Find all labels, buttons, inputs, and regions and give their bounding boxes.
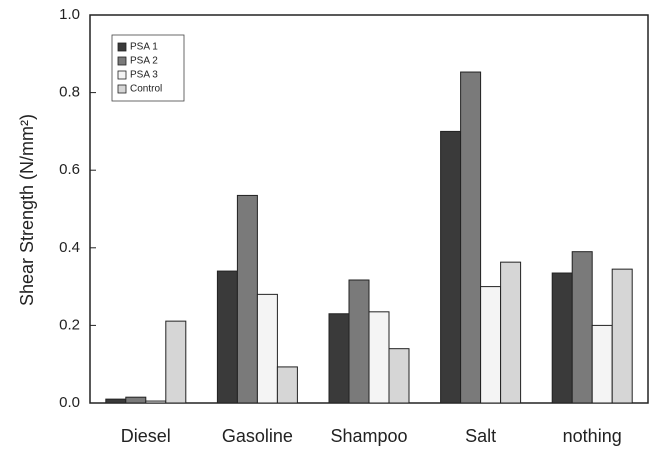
bar: [388, 348, 410, 404]
bar: [276, 366, 298, 404]
legend-swatch: [117, 56, 127, 66]
bar: [145, 400, 167, 404]
bar: [591, 324, 613, 404]
y-tick-label: 0.6: [59, 161, 80, 178]
x-tick-label: nothing: [563, 426, 622, 446]
legend-label: Control: [130, 84, 162, 95]
y-tick-label: 0.0: [59, 394, 80, 411]
y-tick-label: 0.4: [59, 239, 80, 256]
legend-label: PSA 2: [130, 56, 158, 67]
legend-label: PSA 3: [130, 70, 158, 81]
x-tick-label: Diesel: [121, 426, 171, 446]
bar: [551, 272, 573, 404]
bar: [328, 313, 350, 404]
y-axis-label: Shear Strength (N/mm²): [17, 114, 37, 306]
bar: [348, 279, 370, 404]
bar: [216, 270, 238, 404]
y-tick-label: 0.8: [59, 84, 80, 101]
bar: [440, 130, 462, 404]
bar: [125, 396, 147, 404]
legend-swatch: [117, 42, 127, 52]
bar: [105, 398, 127, 404]
bar: [165, 320, 187, 404]
bar: [611, 268, 633, 404]
bar: [571, 251, 593, 404]
bar: [256, 293, 278, 404]
bar: [500, 261, 522, 404]
bar: [236, 194, 258, 404]
x-tick-label: Shampoo: [330, 426, 407, 446]
bar: [480, 286, 502, 404]
bar: [368, 311, 390, 404]
legend-swatch: [117, 84, 127, 94]
legend-swatch: [117, 70, 127, 80]
y-tick-label: 0.2: [59, 316, 80, 333]
bar: [460, 71, 482, 404]
y-tick-label: 1.0: [59, 6, 80, 23]
legend-label: PSA 1: [130, 42, 158, 53]
x-tick-label: Salt: [465, 426, 496, 446]
x-tick-label: Gasoline: [222, 426, 293, 446]
